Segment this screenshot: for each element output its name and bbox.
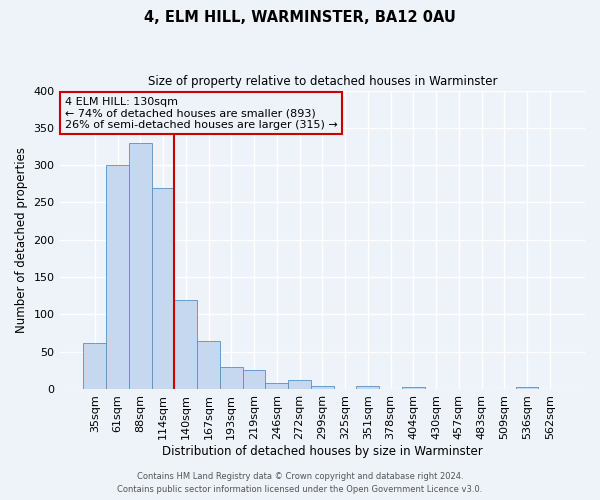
Title: Size of property relative to detached houses in Warminster: Size of property relative to detached ho… [148,75,497,88]
Bar [265,383,288,389]
Bar [402,386,425,389]
Text: 4 ELM HILL: 130sqm
← 74% of detached houses are smaller (893)
26% of semi-detach: 4 ELM HILL: 130sqm ← 74% of detached hou… [65,96,338,130]
Bar [197,341,220,389]
Bar [106,165,129,389]
Bar [175,300,197,389]
Bar [311,386,334,389]
Bar [515,386,538,389]
Bar [129,143,152,389]
Bar [242,370,265,389]
Bar [152,188,175,389]
Text: Contains HM Land Registry data © Crown copyright and database right 2024.
Contai: Contains HM Land Registry data © Crown c… [118,472,482,494]
Y-axis label: Number of detached properties: Number of detached properties [15,147,28,333]
Bar [288,380,311,389]
Bar [83,342,106,389]
Bar [356,386,379,389]
Text: 4, ELM HILL, WARMINSTER, BA12 0AU: 4, ELM HILL, WARMINSTER, BA12 0AU [144,10,456,25]
Bar [220,366,242,389]
X-axis label: Distribution of detached houses by size in Warminster: Distribution of detached houses by size … [162,444,482,458]
